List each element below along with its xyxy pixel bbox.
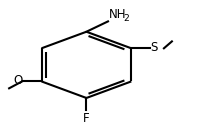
Text: S: S <box>150 41 157 54</box>
Text: NH: NH <box>109 8 127 21</box>
Text: F: F <box>83 112 90 125</box>
Text: 2: 2 <box>124 14 130 23</box>
Text: O: O <box>13 74 22 87</box>
